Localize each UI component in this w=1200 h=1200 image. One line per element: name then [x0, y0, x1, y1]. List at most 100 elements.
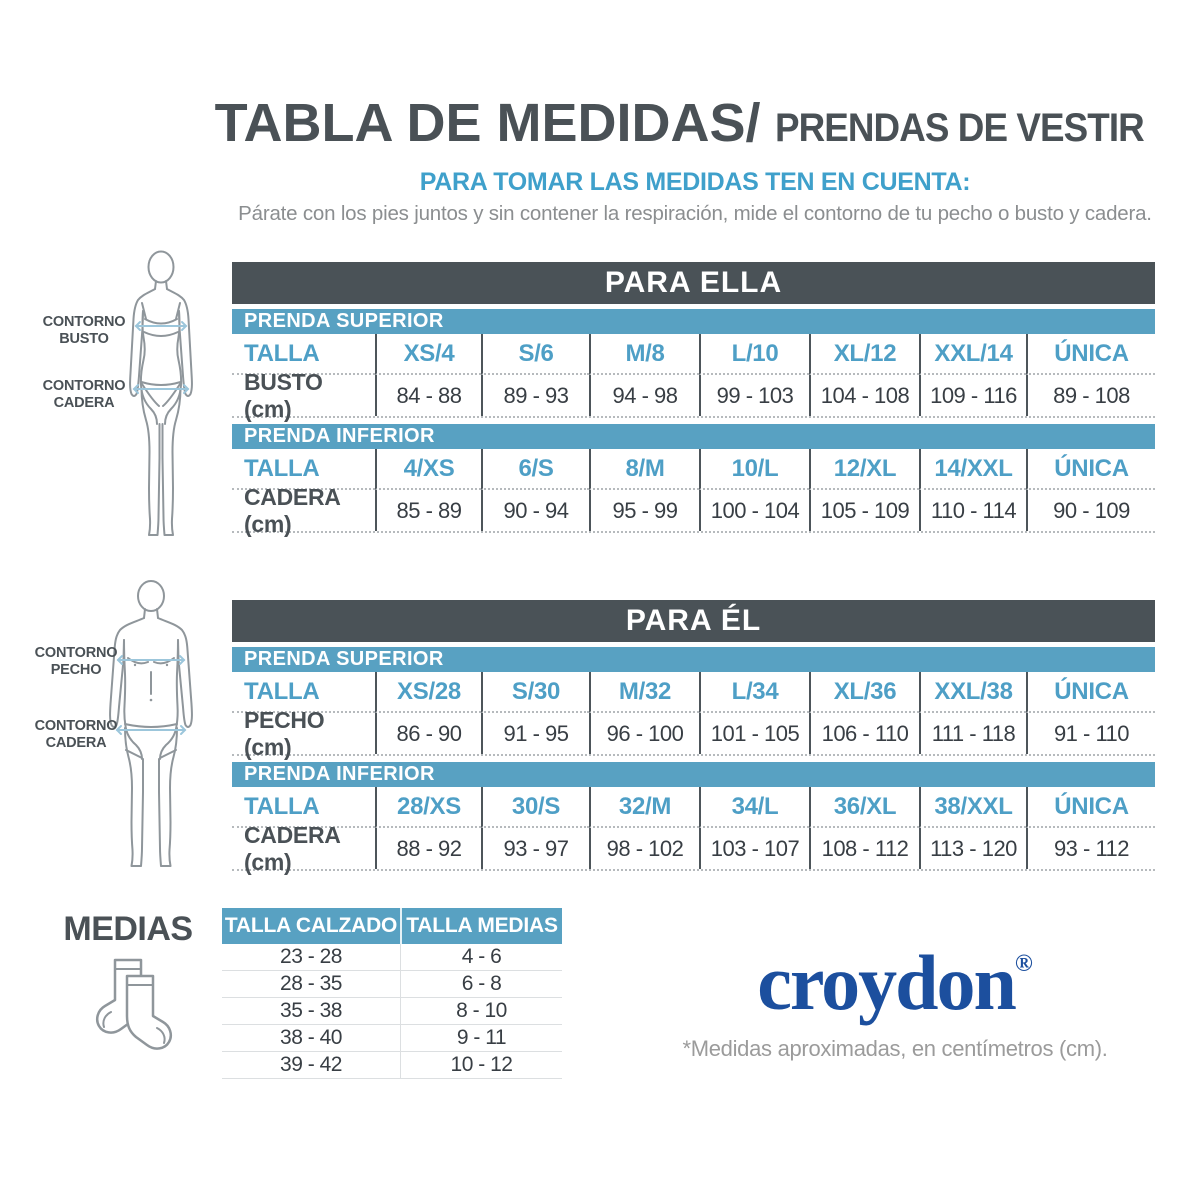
measure-cell: 101 - 105 [699, 713, 809, 754]
measure-row-header: BUSTO (cm) [244, 368, 323, 422]
female-body-outline-icon [129, 250, 193, 536]
female-bust-label: CONTORNO BUSTO [42, 314, 126, 348]
measure-row-header: PECHO (cm) [244, 706, 325, 760]
female-hip-label: CONTORNO CADERA [42, 378, 126, 412]
measure-cell: 90 - 94 [481, 490, 589, 531]
socks-illustration [83, 952, 183, 1087]
measure-cell: 89 - 93 [481, 375, 589, 416]
el-prenda-superior-section: PRENDA SUPERIOR TALLA XS/28 S/30 M/32 L/… [232, 647, 1155, 760]
size-cell: 34/L [699, 787, 809, 828]
size-cell: 28/XS [375, 787, 481, 828]
brand-wordmark: croydon [757, 939, 1017, 1026]
size-grid: TALLA XS/4 S/6 M/8 L/10 XL/12 XXL/14 ÚNI… [232, 334, 1155, 422]
ella-prenda-inferior-section: PRENDA INFERIOR TALLA 4/XS 6/S 8/M 10/L … [232, 424, 1155, 537]
measure-cell: 104 - 108 [809, 375, 919, 416]
size-row-header: TALLA [232, 334, 375, 375]
medias-cell: 38 - 40 [222, 1025, 400, 1052]
socks-icon [96, 958, 172, 1050]
measure-cell: 85 - 89 [375, 490, 481, 531]
page-title-main: TABLA DE MEDIDAS/ [214, 93, 761, 153]
size-cell: L/10 [699, 334, 809, 375]
medias-cell: 4 - 6 [400, 944, 562, 971]
medias-col-header: TALLA MEDIAS [400, 908, 562, 944]
el-prenda-inferior-section: PRENDA INFERIOR TALLA 28/XS 30/S 32/M 34… [232, 762, 1155, 875]
size-cell: 10/L [699, 449, 809, 490]
size-grid: TALLA XS/28 S/30 M/32 L/34 XL/36 XXL/38 … [232, 672, 1155, 760]
measure-cell: 113 - 120 [919, 828, 1026, 869]
size-cell: S/6 [481, 334, 589, 375]
size-row-header: TALLA [232, 449, 375, 490]
size-cell: XS/28 [375, 672, 481, 713]
size-cell: XXL/38 [919, 672, 1026, 713]
page-title-sub: PRENDAS DE VESTIR [774, 106, 1145, 150]
measure-cell: 89 - 108 [1026, 375, 1155, 416]
section-label-bar: PRENDA INFERIOR [232, 762, 1155, 787]
measure-cell: 93 - 112 [1026, 828, 1155, 869]
size-cell: M/32 [589, 672, 699, 713]
measure-cell: 106 - 110 [809, 713, 919, 754]
measure-row-header: CADERA (cm) [244, 821, 340, 875]
registered-trademark-symbol: ® [1014, 951, 1033, 977]
size-cell: XS/4 [375, 334, 481, 375]
size-cell: 6/S [481, 449, 589, 490]
instruction-heading: PARA TOMAR LAS MEDIDAS TEN EN CUENTA: [419, 168, 971, 196]
medias-cell: 10 - 12 [400, 1052, 562, 1079]
measure-cell: 100 - 104 [699, 490, 809, 531]
size-cell: 4/XS [375, 449, 481, 490]
measure-cell: 86 - 90 [375, 713, 481, 754]
medias-cell: 39 - 42 [222, 1052, 400, 1079]
size-grid: TALLA 28/XS 30/S 32/M 34/L 36/XL 38/XXL … [232, 787, 1155, 875]
table-para-el: PARA ÉL PRENDA SUPERIOR TALLA XS/28 S/30… [232, 600, 1155, 877]
medias-col-header: TALLA CALZADO [222, 908, 400, 944]
measure-cell: 109 - 116 [919, 375, 1026, 416]
size-cell: ÚNICA [1026, 449, 1155, 490]
medias-cell: 28 - 35 [222, 971, 400, 998]
measure-row-header: CADERA (cm) [244, 483, 340, 537]
measure-cell: 99 - 103 [699, 375, 809, 416]
size-cell: XXL/14 [919, 334, 1026, 375]
size-grid: TALLA 4/XS 6/S 8/M 10/L 12/XL 14/XXL ÚNI… [232, 449, 1155, 537]
measure-cell: 98 - 102 [589, 828, 699, 869]
header: TABLA DE MEDIDAS/ PRENDAS DE VESTIR PARA… [215, 92, 1157, 226]
table-para-ella: PARA ELLA PRENDA SUPERIOR TALLA XS/4 S/6… [232, 262, 1155, 539]
size-cell: XL/12 [809, 334, 919, 375]
size-cell: S/30 [481, 672, 589, 713]
section-label-bar: PRENDA SUPERIOR [232, 647, 1155, 672]
measure-cell: 88 - 92 [375, 828, 481, 869]
page-title: TABLA DE MEDIDAS/ PRENDAS DE VESTIR [215, 92, 1157, 154]
measurements-footnote: *Medidas aproximadas, en centímetros (cm… [682, 1036, 1108, 1061]
measure-cell: 108 - 112 [809, 828, 919, 869]
measure-cell: 111 - 118 [919, 713, 1026, 754]
size-cell: M/8 [589, 334, 699, 375]
size-cell: 12/XL [809, 449, 919, 490]
size-cell: ÚNICA [1026, 334, 1155, 375]
size-cell: 30/S [481, 787, 589, 828]
measure-cell: 84 - 88 [375, 375, 481, 416]
female-figure-illustration [115, 248, 207, 551]
male-body-outline-icon [109, 580, 193, 867]
measure-cell: 110 - 114 [919, 490, 1026, 531]
size-cell: 38/XXL [919, 787, 1026, 828]
measure-cell: 103 - 107 [699, 828, 809, 869]
size-cell: 32/M [589, 787, 699, 828]
size-cell: 14/XXL [919, 449, 1026, 490]
male-hip-label: CONTORNO CADERA [34, 718, 118, 752]
measure-cell: 91 - 95 [481, 713, 589, 754]
size-row-header: TALLA [232, 787, 375, 828]
measure-cell: 96 - 100 [589, 713, 699, 754]
para-el-title-bar: PARA ÉL [232, 600, 1155, 642]
medias-cell: 23 - 28 [222, 944, 400, 971]
size-cell: 36/XL [809, 787, 919, 828]
medias-cell: 6 - 8 [400, 971, 562, 998]
size-cell: ÚNICA [1026, 787, 1155, 828]
section-label-bar: PRENDA SUPERIOR [232, 309, 1155, 334]
size-cell: L/34 [699, 672, 809, 713]
ella-prenda-superior-section: PRENDA SUPERIOR TALLA XS/4 S/6 M/8 L/10 … [232, 309, 1155, 422]
brand-logo: croydon® [650, 938, 1140, 1028]
para-ella-title-bar: PARA ELLA [232, 262, 1155, 304]
measure-cell: 105 - 109 [809, 490, 919, 531]
size-cell: ÚNICA [1026, 672, 1155, 713]
section-label-bar: PRENDA INFERIOR [232, 424, 1155, 449]
size-cell: XL/36 [809, 672, 919, 713]
